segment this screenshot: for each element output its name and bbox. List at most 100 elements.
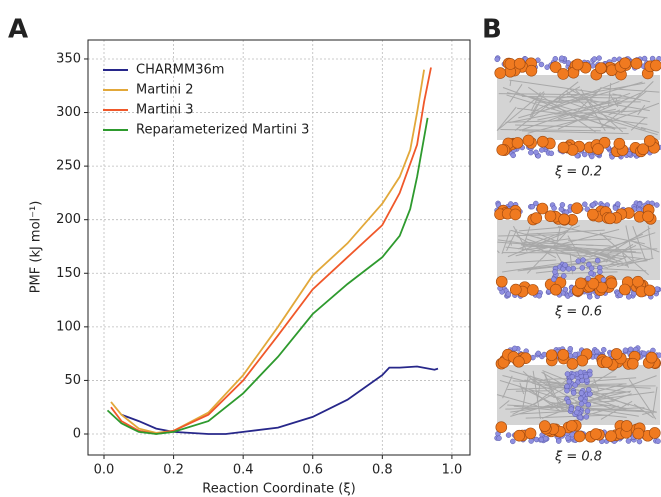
snapshot-bead <box>527 284 539 296</box>
snapshot-tail <box>502 87 616 130</box>
snapshot-bead <box>586 386 592 393</box>
snapshot-bead <box>643 284 656 297</box>
snapshot-tail <box>601 111 648 119</box>
snapshot-bead <box>579 377 585 384</box>
snapshot-bead <box>641 55 648 62</box>
snapshot-tail <box>520 243 650 261</box>
snapshot-bead <box>588 270 594 277</box>
snapshot-label: ξ = 0.2 <box>554 165 602 180</box>
snapshot-tail <box>555 251 563 264</box>
snapshot-tail <box>529 92 545 120</box>
snapshot-bead <box>615 201 621 207</box>
snapshot-bead <box>594 257 601 264</box>
snapshot-bead <box>536 135 549 148</box>
snapshot-bead <box>566 378 572 385</box>
snapshot-tail <box>633 403 654 419</box>
snapshot-bead <box>627 357 639 370</box>
snapshot-bead <box>573 430 586 443</box>
snapshot-label: ξ = 0.8 <box>554 450 602 465</box>
snapshot-tail <box>526 238 609 269</box>
snapshot-bead <box>605 277 618 290</box>
y-tick-label: 250 <box>56 159 81 174</box>
snapshot-bead <box>619 283 631 296</box>
snapshot-bead <box>513 57 526 70</box>
snapshot-bead <box>590 202 596 208</box>
snapshot-tail <box>529 96 658 136</box>
snapshot-bead <box>620 420 633 432</box>
snapshot-bead <box>587 208 599 221</box>
snapshot-tail <box>600 400 633 420</box>
snapshot-bead <box>591 56 598 62</box>
snapshot-tail <box>522 243 577 251</box>
snapshot-tail <box>531 86 581 114</box>
snapshot-bead <box>536 202 549 215</box>
snapshot-tail <box>550 108 616 122</box>
snapshot-label: ξ = 0.6 <box>554 305 602 320</box>
snapshot-tail <box>586 267 647 272</box>
snapshot-bead <box>549 61 562 73</box>
snapshot-bead <box>597 269 603 275</box>
snapshot-tail <box>497 241 636 253</box>
snapshot-tail <box>515 228 620 257</box>
snapshot-tail <box>554 110 642 115</box>
snapshot-tail <box>509 79 598 94</box>
snapshot-bead <box>494 67 507 79</box>
snapshot-bead <box>588 265 595 271</box>
x-tick-label: 1.0 <box>442 463 463 478</box>
snapshot-bead <box>567 345 574 352</box>
snapshot-bead <box>604 212 616 225</box>
snapshot-bead <box>584 206 590 212</box>
snapshot-bead <box>596 55 602 61</box>
snapshot-tail <box>525 414 611 419</box>
snapshot-tail <box>502 375 527 383</box>
snapshot-bead <box>572 382 578 388</box>
snapshot-bead <box>648 427 661 439</box>
snapshot-tail <box>586 244 637 270</box>
snapshot-bead <box>580 257 586 263</box>
snapshot-bead <box>636 201 643 208</box>
snapshot-tail <box>530 390 562 412</box>
snapshot-tail <box>545 80 620 111</box>
snapshot-bead <box>574 277 587 290</box>
y-tick-label: 200 <box>56 212 81 227</box>
snapshot-bead <box>545 349 558 361</box>
snapshot-bead <box>642 210 654 223</box>
y-tick-label: 100 <box>56 319 81 334</box>
legend-label: Martini 2 <box>136 83 194 98</box>
snapshot-tail <box>543 371 564 412</box>
snapshot-tail <box>505 246 591 258</box>
snapshot-bead <box>562 286 569 293</box>
y-tick-label: 150 <box>56 266 81 281</box>
snapshot-tail <box>620 81 654 114</box>
snapshot-tail <box>622 252 630 269</box>
snapshot-tail <box>600 87 660 93</box>
snapshot-bead <box>511 137 524 149</box>
snapshot-tail <box>599 232 649 276</box>
snapshot-bead <box>557 141 570 154</box>
x-tick-label: 0.2 <box>163 463 184 478</box>
snapshot-bead <box>630 57 643 70</box>
snapshot-bead <box>552 56 559 62</box>
snapshot-bead <box>637 143 649 156</box>
snapshot-tail <box>565 90 589 109</box>
snapshot-bead <box>548 150 555 157</box>
y-tick-label: 350 <box>56 51 81 66</box>
snapshot-bead <box>505 432 512 438</box>
snapshot-bead <box>542 435 549 442</box>
snapshot-bead <box>511 345 518 352</box>
snapshot-tail <box>509 103 605 123</box>
snapshot-bead <box>636 438 643 445</box>
snapshot-bead <box>561 273 567 279</box>
snapshot-bead <box>562 262 568 268</box>
snapshot-bead <box>587 294 593 300</box>
snapshot-bead <box>605 430 617 442</box>
snapshot-tail <box>557 97 646 131</box>
snapshot-tail <box>512 384 573 415</box>
snapshot-bead <box>590 428 602 440</box>
legend-label: CHARMM36m <box>136 63 224 78</box>
snapshot-bead <box>650 59 661 72</box>
snapshot-bead <box>625 294 632 300</box>
snapshot-tail <box>528 86 596 133</box>
